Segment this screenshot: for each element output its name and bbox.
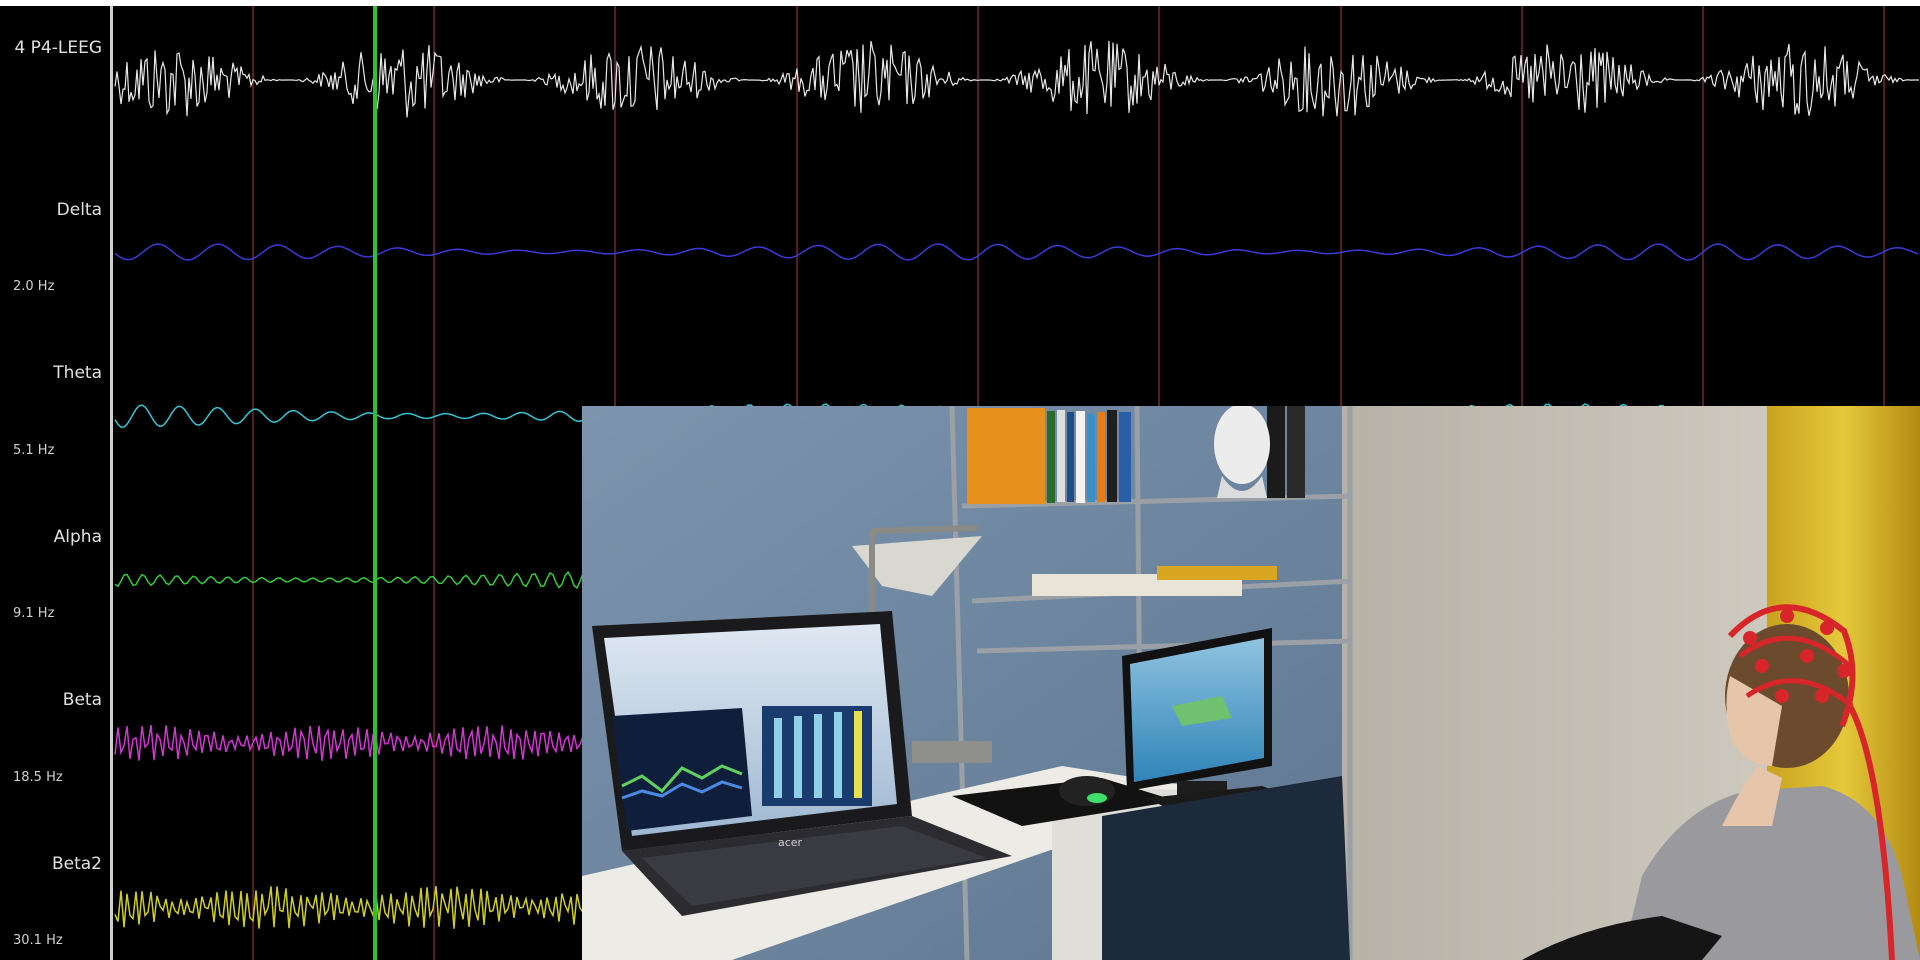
channel-label-beta2: Beta2 bbox=[51, 854, 102, 874]
channel-freq-beta2: 30.1 Hz bbox=[13, 933, 63, 948]
dark-cabinet bbox=[1102, 776, 1350, 960]
channel-label-alpha: Alpha bbox=[53, 527, 102, 547]
channel-label-theta: Theta bbox=[53, 363, 102, 383]
trace-delta bbox=[114, 243, 1919, 261]
laptop-brand: acer bbox=[778, 836, 803, 849]
experiment-photo: acer bbox=[582, 406, 1920, 960]
mouse-pad bbox=[952, 778, 1177, 826]
laptop: acer bbox=[592, 611, 1012, 916]
mannequin-neck bbox=[1217, 476, 1267, 498]
channel-label-column: 4 P4-LEEG Delta 2.0 Hz Theta 5.1 Hz Alph… bbox=[0, 6, 110, 960]
channel-freq-delta: 2.0 Hz bbox=[13, 279, 55, 294]
top-border bbox=[0, 0, 1920, 6]
yellow-notebook bbox=[1157, 566, 1277, 580]
mouse bbox=[1059, 776, 1115, 806]
label-plot-divider bbox=[110, 6, 113, 960]
channel-freq-theta: 5.1 Hz bbox=[13, 443, 55, 458]
channel-label-beta: Beta bbox=[62, 690, 102, 710]
mouse-light bbox=[1087, 793, 1107, 803]
books bbox=[967, 406, 1305, 504]
person-with-eeg-cap bbox=[1522, 604, 1920, 960]
channel-label-delta: Delta bbox=[56, 200, 102, 220]
channel-freq-beta: 18.5 Hz bbox=[13, 770, 63, 785]
trace-raw bbox=[114, 40, 1919, 118]
channel-freq-alpha: 9.1 Hz bbox=[13, 606, 55, 621]
channel-label-raw: 4 P4-LEEG bbox=[14, 38, 102, 58]
mannequin-head bbox=[1214, 406, 1270, 484]
